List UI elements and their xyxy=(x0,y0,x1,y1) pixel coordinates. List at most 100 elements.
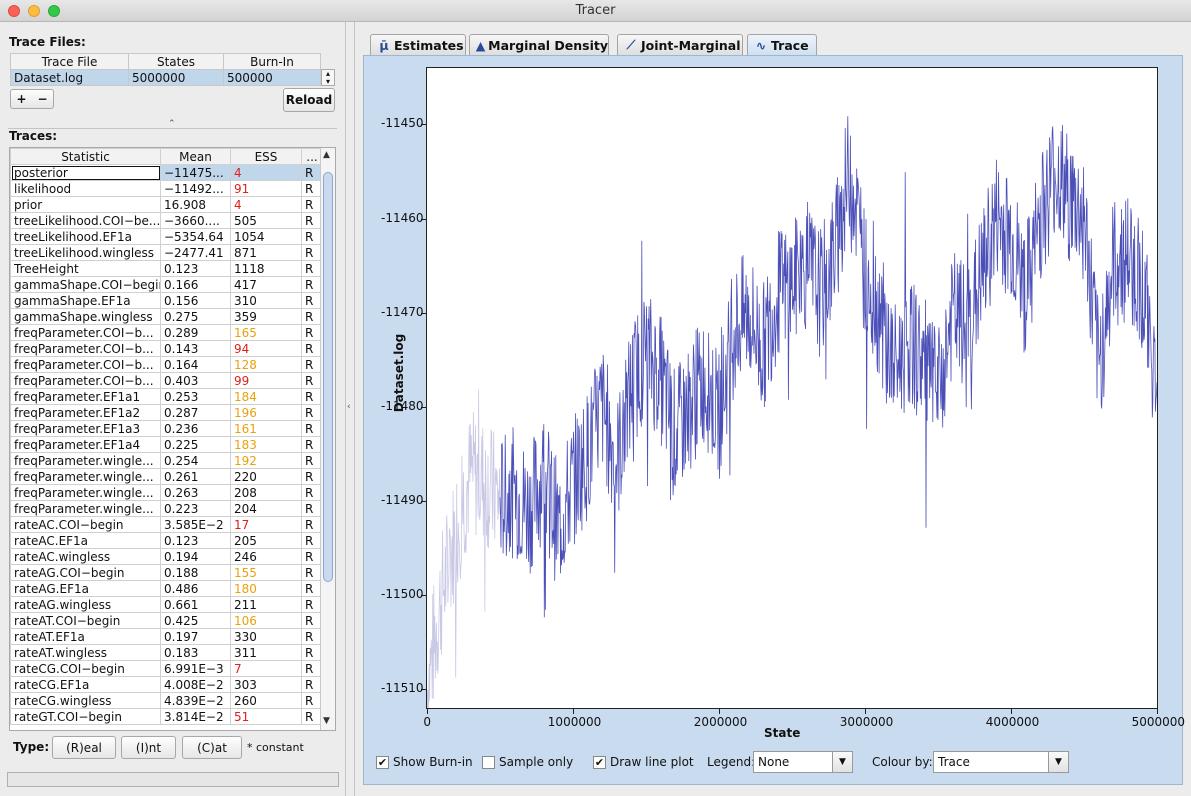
trace-mean-cell[interactable]: 0.194 xyxy=(160,548,231,565)
cat-type-button[interactable]: (C)at xyxy=(182,736,242,759)
trace-statistic-cell[interactable]: treeLikelihood.EF1a xyxy=(10,228,161,245)
trace-mean-cell[interactable]: 4.008E−2 xyxy=(160,676,231,693)
trace-statistic-cell[interactable]: rateAC.wingless xyxy=(10,548,161,565)
tab-marginal-density[interactable]: ▲ Marginal Density xyxy=(469,34,609,55)
trace-statistic-cell[interactable]: freqParameter.COI−b... xyxy=(10,324,161,341)
trace-row[interactable]: freqParameter.wingle... 0.223 204 R xyxy=(10,500,323,517)
trace-mean-cell[interactable]: 0.254 xyxy=(160,452,231,469)
trace-ess-cell[interactable]: 303 xyxy=(230,676,302,693)
legend-select[interactable]: None ▼ xyxy=(753,751,853,773)
trace-statistic-cell[interactable]: rateCG.EF1a xyxy=(10,676,161,693)
trace-ess-cell[interactable]: 51 xyxy=(230,708,302,725)
trace-mean-cell[interactable]: 0.183 xyxy=(160,644,231,661)
trace-row[interactable]: rateCG.wingless 4.839E−2 260 R xyxy=(10,692,323,709)
trace-row[interactable]: rateGT.COI−begin 3.814E−2 51 R xyxy=(10,708,323,725)
mean-column-header[interactable]: Mean xyxy=(160,148,231,165)
trace-row[interactable]: freqParameter.COI−b... 0.143 94 R xyxy=(10,340,323,357)
trace-file-burnin[interactable]: 500000 xyxy=(223,69,321,86)
tab-joint-marginal[interactable]: ⟋ Joint-Marginal xyxy=(617,34,743,55)
trace-ess-cell[interactable]: 7 xyxy=(230,660,302,677)
trace-row[interactable]: rateAT.EF1a 0.197 330 R xyxy=(10,628,323,645)
show-burnin-check-icon[interactable]: ✔ xyxy=(376,755,389,769)
trace-mean-cell[interactable]: −11492... xyxy=(160,180,231,197)
trace-ess-cell[interactable]: 180 xyxy=(230,580,302,597)
trace-statistic-cell[interactable]: rateAG.EF1a xyxy=(10,580,161,597)
close-window-button[interactable] xyxy=(8,5,20,17)
trace-row[interactable]: freqParameter.wingle... 0.254 192 R xyxy=(10,452,323,469)
trace-file-row[interactable]: Dataset.log 5000000 500000 xyxy=(10,69,321,86)
trace-ess-cell[interactable]: 91 xyxy=(230,180,302,197)
tab-estimates[interactable]: μ̄ Estimates xyxy=(370,34,466,55)
trace-mean-cell[interactable]: 3.585E−2 xyxy=(160,516,231,533)
trace-statistic-cell[interactable]: rateCG.COI−begin xyxy=(10,660,161,677)
trace-ess-cell[interactable]: 311 xyxy=(230,644,302,661)
int-type-button[interactable]: (I)nt xyxy=(121,736,176,759)
trace-mean-cell[interactable]: 0.223 xyxy=(160,500,231,517)
trace-row[interactable]: rateAC.wingless 0.194 246 R xyxy=(10,548,323,565)
trace-ess-cell[interactable]: 94 xyxy=(230,340,302,357)
statistic-column-header[interactable]: Statistic xyxy=(10,148,161,165)
trace-ess-cell[interactable]: 155 xyxy=(230,564,302,581)
trace-statistic-cell[interactable]: gammaShape.EF1a xyxy=(10,292,161,309)
trace-mean-cell[interactable]: 0.166 xyxy=(160,276,231,293)
trace-statistic-cell[interactable]: freqParameter.COI−b... xyxy=(10,340,161,357)
trace-ess-cell[interactable]: 1054 xyxy=(230,228,302,245)
trace-row[interactable]: freqParameter.COI−b... 0.403 99 R xyxy=(10,372,323,389)
trace-row[interactable]: rateAG.COI−begin 0.188 155 R xyxy=(10,564,323,581)
states-column-header[interactable]: States xyxy=(128,53,224,70)
split-pane-grip-icon[interactable]: ⌃ xyxy=(168,119,176,129)
trace-mean-cell[interactable]: 0.164 xyxy=(160,356,231,373)
trace-ess-cell[interactable]: 4 xyxy=(230,196,302,213)
trace-ess-cell[interactable]: 161 xyxy=(230,420,302,437)
sample-only-checkbox[interactable]: Sample only xyxy=(482,755,573,769)
trace-mean-cell[interactable]: 0.197 xyxy=(160,628,231,645)
trace-ess-cell[interactable]: 260 xyxy=(230,692,302,709)
trace-row[interactable]: freqParameter.COI−b... 0.164 128 R xyxy=(10,356,323,373)
trace-ess-cell[interactable]: 165 xyxy=(230,324,302,341)
trace-statistic-cell[interactable]: TreeHeight xyxy=(10,260,161,277)
trace-statistic-cell[interactable]: freqParameter.EF1a4 xyxy=(10,436,161,453)
trace-ess-cell[interactable]: 204 xyxy=(230,500,302,517)
trace-statistic-cell[interactable]: rateCG.wingless xyxy=(10,692,161,709)
burnin-column-header[interactable]: Burn-In xyxy=(223,53,321,70)
trace-files-scroll-icon[interactable]: ▴ ▾ xyxy=(321,69,335,86)
trace-mean-cell[interactable]: −5354.64 xyxy=(160,228,231,245)
trace-mean-cell[interactable]: 6.991E−3 xyxy=(160,660,231,677)
ess-column-header[interactable]: ESS xyxy=(230,148,302,165)
trace-mean-cell[interactable]: 0.123 xyxy=(160,260,231,277)
trace-ess-cell[interactable]: 183 xyxy=(230,436,302,453)
trace-row[interactable]: freqParameter.wingle... 0.261 220 R xyxy=(10,468,323,485)
trace-statistic-cell[interactable]: gammaShape.wingless xyxy=(10,308,161,325)
trace-ess-cell[interactable]: 208 xyxy=(230,484,302,501)
trace-mean-cell[interactable]: 0.225 xyxy=(160,436,231,453)
trace-row[interactable]: freqParameter.wingle... 0.263 208 R xyxy=(10,484,323,501)
trace-ess-cell[interactable]: 4 xyxy=(230,164,302,181)
trace-ess-cell[interactable]: 1118 xyxy=(230,260,302,277)
trace-row[interactable]: rateAC.COI−begin 3.585E−2 17 R xyxy=(10,516,323,533)
trace-mean-cell[interactable]: 4.839E−2 xyxy=(160,692,231,709)
trace-mean-cell[interactable]: 0.486 xyxy=(160,580,231,597)
trace-mean-cell[interactable]: −3660.... xyxy=(160,212,231,229)
trace-mean-cell[interactable]: 0.253 xyxy=(160,388,231,405)
scroll-down-icon[interactable]: ▼ xyxy=(323,716,330,726)
colour-by-select[interactable]: Trace ▼ xyxy=(933,751,1069,773)
trace-statistic-cell[interactable]: freqParameter.EF1a3 xyxy=(10,420,161,437)
trace-statistic-cell[interactable]: freqParameter.wingle... xyxy=(10,484,161,501)
trace-file-states[interactable]: 5000000 xyxy=(128,69,224,86)
trace-mean-cell[interactable]: 0.143 xyxy=(160,340,231,357)
trace-statistic-cell[interactable]: prior xyxy=(10,196,161,213)
sample-only-check-icon[interactable] xyxy=(482,755,495,769)
trace-mean-cell[interactable]: 0.261 xyxy=(160,468,231,485)
trace-ess-cell[interactable]: 128 xyxy=(230,356,302,373)
trace-statistic-cell[interactable]: freqParameter.wingle... xyxy=(10,452,161,469)
trace-mean-cell[interactable]: 0.287 xyxy=(160,404,231,421)
trace-statistic-cell[interactable]: likelihood xyxy=(10,180,161,197)
trace-row[interactable]: rateAG.EF1a 0.486 180 R xyxy=(10,580,323,597)
trace-statistic-cell[interactable]: posterior xyxy=(10,164,161,181)
draw-line-check-icon[interactable]: ✔ xyxy=(593,755,606,769)
trace-row[interactable]: posterior −11475... 4 R xyxy=(10,164,323,181)
maximize-window-button[interactable] xyxy=(48,5,60,17)
trace-ess-cell[interactable]: 184 xyxy=(230,388,302,405)
trace-ess-cell[interactable]: 220 xyxy=(230,468,302,485)
trace-statistic-cell[interactable]: freqParameter.EF1a1 xyxy=(10,388,161,405)
